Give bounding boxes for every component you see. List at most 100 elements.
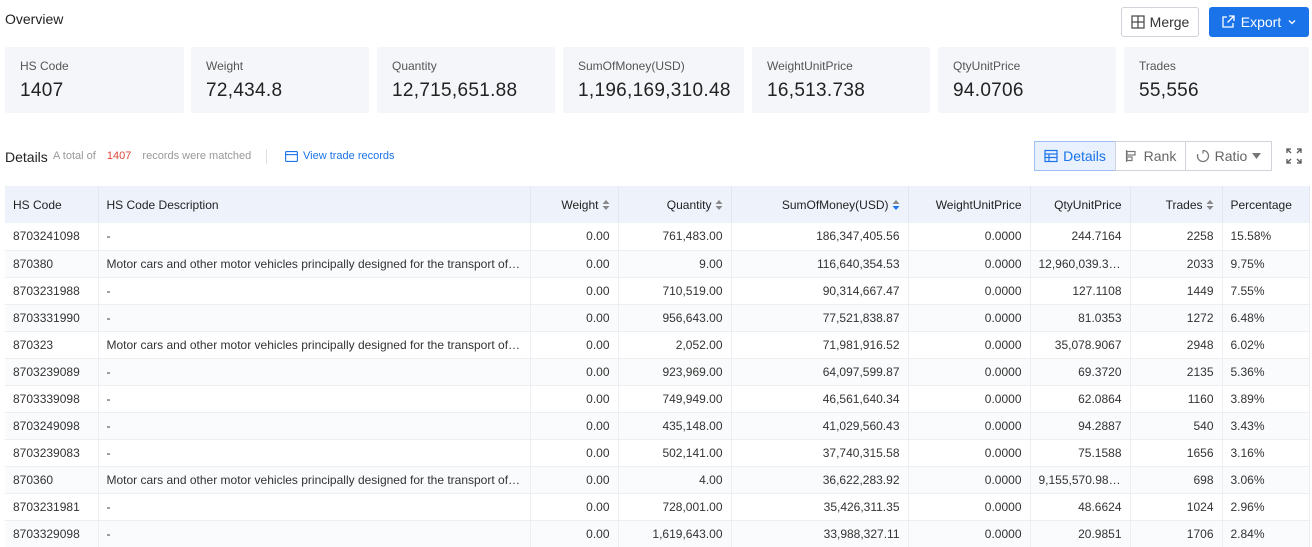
stat-label: Weight <box>206 59 244 73</box>
stat-card-hs-code: HS Code 1407 <box>5 47 184 113</box>
cell-trades: 1706 <box>1130 520 1223 547</box>
cell-weight-unit-price: 0.0000 <box>908 358 1031 385</box>
col-header-quantity[interactable]: Quantity <box>618 186 732 223</box>
stat-label: QtyUnitPrice <box>953 59 1021 73</box>
divider <box>266 149 267 164</box>
view-trade-records-link[interactable]: View trade records <box>285 150 395 162</box>
table-row[interactable]: 8703241098-0.00 761,483.00 186,347,405.56 0… <box>5 223 1310 250</box>
stat-value: 1,196,169,310.48 <box>578 80 731 101</box>
cell-weight: 0.00 <box>530 331 619 358</box>
fullscreen-icon[interactable] <box>1286 148 1302 164</box>
cell-weight: 0.00 <box>530 358 619 385</box>
cell-trades: 2258 <box>1130 223 1223 250</box>
table-row[interactable]: 8703331990-0.00 956,643.00 77,521,838.87 0.… <box>5 304 1310 331</box>
export-button[interactable]: Export <box>1209 7 1309 37</box>
cell-sum-of-money: 90,314,667.47 <box>731 277 909 304</box>
cell-weight-unit-price: 0.0000 <box>908 466 1031 493</box>
cell-percentage: 15.58% <box>1222 223 1310 250</box>
table-icon <box>1044 149 1058 163</box>
table-row[interactable]: 8703239089-0.00 923,969.00 64,097,599.87 0.… <box>5 358 1310 385</box>
col-header-trades[interactable]: Trades <box>1130 186 1223 223</box>
cell-qty-unit-price: 12,960,039.39... <box>1030 250 1131 277</box>
tab-ratio[interactable]: Ratio <box>1185 141 1272 171</box>
stat-card-trades: Trades 55,556 <box>1124 47 1309 113</box>
tab-rank-label: Rank <box>1143 148 1177 164</box>
cell-weight: 0.00 <box>530 520 619 547</box>
col-header-description: HS Code Description <box>98 186 531 223</box>
cell-quantity: 9.00 <box>618 250 732 277</box>
col-header-sum-of-money[interactable]: SumOfMoney(USD) <box>731 186 909 223</box>
cell-trades: 540 <box>1130 412 1223 439</box>
table-row[interactable]: 870360 Motor cars and other motor vehicle… <box>5 466 1310 493</box>
stat-label: HS Code <box>20 59 69 73</box>
table-row[interactable]: 8703231988-0.00 710,519.00 90,314,667.47 0.… <box>5 277 1310 304</box>
cell-qty-unit-price: 75.1588 <box>1030 439 1131 466</box>
cell-percentage: 3.06% <box>1222 466 1310 493</box>
cell-qty-unit-price: 35,078.9067 <box>1030 331 1131 358</box>
cell-weight: 0.00 <box>530 250 619 277</box>
cell-percentage: 3.89% <box>1222 385 1310 412</box>
cell-percentage: 3.16% <box>1222 439 1310 466</box>
cell-qty-unit-price: 20.9851 <box>1030 520 1131 547</box>
cell-sum-of-money: 64,097,599.87 <box>731 358 909 385</box>
col-header-hs-code: HS Code <box>5 186 99 223</box>
cell-quantity: 728,001.00 <box>618 493 732 520</box>
cell-trades: 1160 <box>1130 385 1223 412</box>
records-summary: A total of 1407 records were matched <box>53 150 251 162</box>
rank-icon <box>1125 150 1136 162</box>
stat-value: 72,434.8 <box>206 80 283 101</box>
tab-details[interactable]: Details <box>1034 141 1116 171</box>
table-row[interactable]: 8703231981-0.00 728,001.00 35,426,311.35 0.… <box>5 493 1310 520</box>
cell-qty-unit-price: 62.0864 <box>1030 385 1131 412</box>
table-row[interactable]: 8703239083-0.00 502,141.00 37,740,315.58 0.… <box>5 439 1310 466</box>
cell-weight-unit-price: 0.0000 <box>908 250 1031 277</box>
table-body: 8703241098-0.00 761,483.00 186,347,405.56 0… <box>5 223 1310 547</box>
cell-hs-code: 8703231988 <box>5 277 99 304</box>
cell-percentage: 7.55% <box>1222 277 1310 304</box>
cell-trades: 1449 <box>1130 277 1223 304</box>
table-row[interactable]: 870380 Motor cars and other motor vehicle… <box>5 250 1310 277</box>
export-label: Export <box>1240 14 1282 30</box>
cell-quantity: 956,643.00 <box>618 304 732 331</box>
tab-rank[interactable]: Rank <box>1115 141 1186 171</box>
cell-quantity: 761,483.00 <box>618 223 732 250</box>
cell-weight: 0.00 <box>530 493 619 520</box>
cell-weight: 0.00 <box>530 304 619 331</box>
cell-weight-unit-price: 0.0000 <box>908 520 1031 547</box>
summary-prefix: A total of <box>53 150 96 162</box>
cell-sum-of-money: 77,521,838.87 <box>731 304 909 331</box>
cell-description: Motor cars and other motor vehicles prin… <box>98 250 531 277</box>
stat-value: 12,715,651.88 <box>392 80 518 101</box>
table-row[interactable]: 8703249098-0.00 435,148.00 41,029,560.43 0.… <box>5 412 1310 439</box>
cell-hs-code: 8703231981 <box>5 493 99 520</box>
cell-weight: 0.00 <box>530 223 619 250</box>
tab-ratio-label: Ratio <box>1214 148 1248 164</box>
table-row[interactable]: 8703329098-0.00 1,619,643.00 33,988,327.11… <box>5 520 1310 547</box>
cell-qty-unit-price: 94.2887 <box>1030 412 1131 439</box>
stat-value: 94.0706 <box>953 80 1024 101</box>
stat-card-qty-unit-price: QtyUnitPrice 94.0706 <box>938 47 1116 113</box>
cell-trades: 1024 <box>1130 493 1223 520</box>
details-bar: Details A total of 1407 records were mat… <box>5 143 1309 171</box>
cell-percentage: 3.43% <box>1222 412 1310 439</box>
cell-description: - <box>98 439 531 466</box>
ratio-icon <box>1196 149 1209 163</box>
cell-sum-of-money: 33,988,327.11 <box>731 520 909 547</box>
cell-sum-of-money: 46,561,640.34 <box>731 385 909 412</box>
sort-icon <box>715 200 722 211</box>
col-header-weight[interactable]: Weight <box>530 186 619 223</box>
cell-description: - <box>98 277 531 304</box>
summary-suffix: records were matched <box>142 150 252 162</box>
cell-description: - <box>98 493 531 520</box>
stat-card-sum-of-money: SumOfMoney(USD) 1,196,169,310.48 <box>563 47 744 113</box>
details-title: Details <box>5 149 48 165</box>
col-header-label: Weight <box>561 197 599 212</box>
chevron-down-icon <box>1288 20 1296 25</box>
table-row[interactable]: 870323 Motor cars and other motor vehicle… <box>5 331 1310 358</box>
table-row[interactable]: 8703339098-0.00 749,949.00 46,561,640.34 0.… <box>5 385 1310 412</box>
merge-button[interactable]: Merge <box>1121 7 1199 37</box>
cell-quantity: 435,148.00 <box>618 412 732 439</box>
cell-weight: 0.00 <box>530 439 619 466</box>
cell-percentage: 2.96% <box>1222 493 1310 520</box>
export-icon <box>1222 15 1235 28</box>
